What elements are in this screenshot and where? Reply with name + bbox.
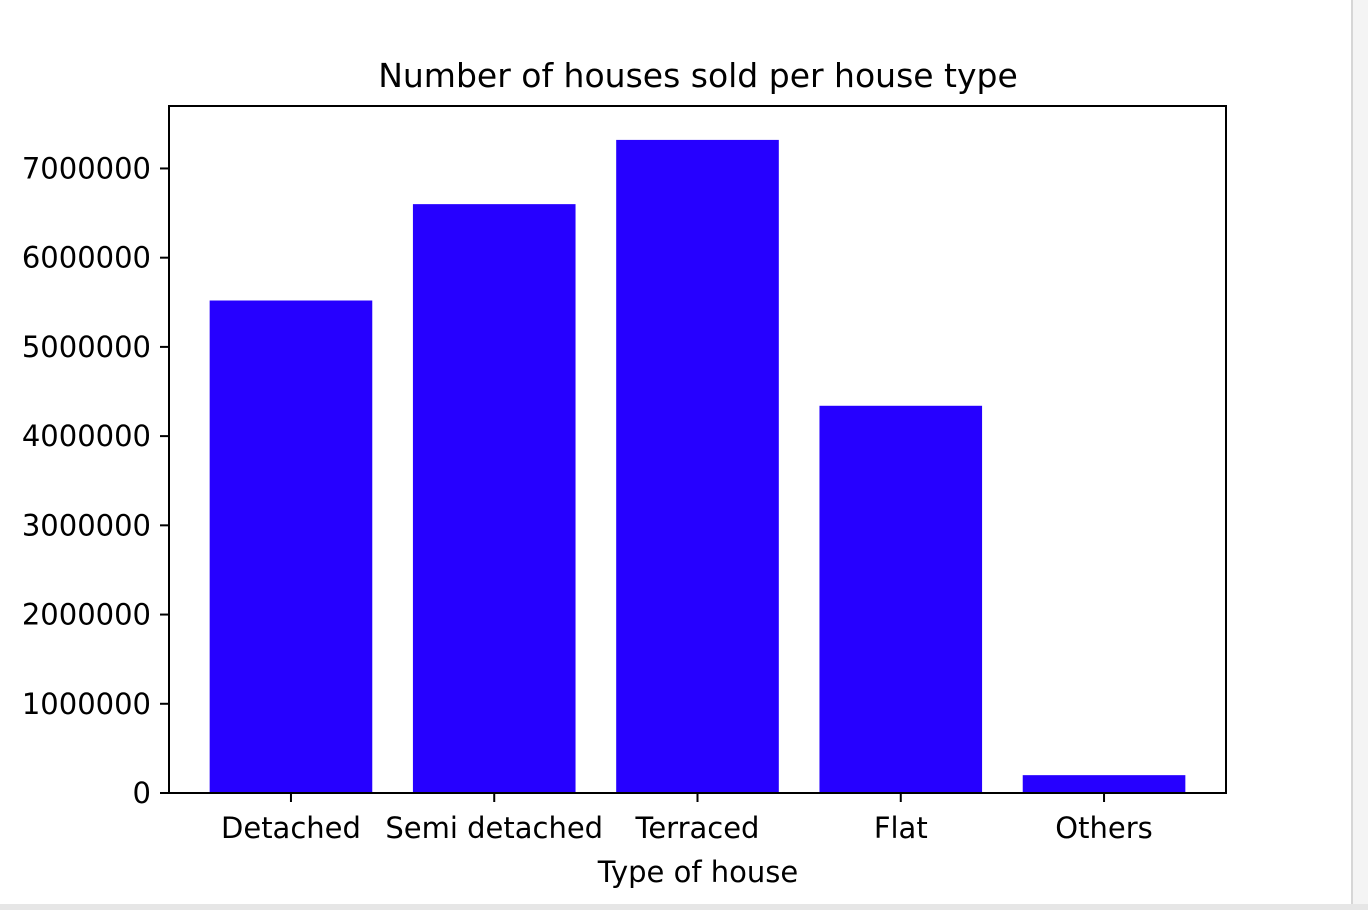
x-axis-label: Type of house [597,855,798,889]
y-tick-label: 4000000 [22,419,151,453]
x-tick-label: Detached [221,811,361,845]
y-tick-label: 7000000 [22,151,151,185]
y-tick-label: 5000000 [22,330,151,364]
bar-terraced [616,139,779,793]
y-axis-ticks: 0 1000000 2000000 3000000 4000000 5000000 6000… [22,151,169,810]
plot-area-frame [168,105,1227,794]
bar-semi-detached [412,204,576,794]
page-edge-bottom [0,904,1368,910]
x-tick-label: Others [1055,811,1152,845]
y-tick-label: 2000000 [22,598,151,632]
x-tick-label: Terraced [635,811,760,845]
x-tick-label: Flat [874,811,928,845]
y-tick-label: 1000000 [22,687,151,721]
bars-group [209,139,1186,794]
y-tick-label: 0 [133,776,151,810]
bar-others [1022,775,1186,793]
bar-detached [209,300,373,793]
chart-title: Number of houses sold per house type [378,56,1018,95]
x-axis-ticks: Detached Semi detached Terraced Flat Others [221,793,1153,845]
bar-flat [819,405,983,793]
y-tick-label: 3000000 [22,508,151,542]
x-tick-label: Semi detached [385,811,603,845]
y-tick-label: 6000000 [22,241,151,275]
page-edge-right [1351,0,1368,910]
